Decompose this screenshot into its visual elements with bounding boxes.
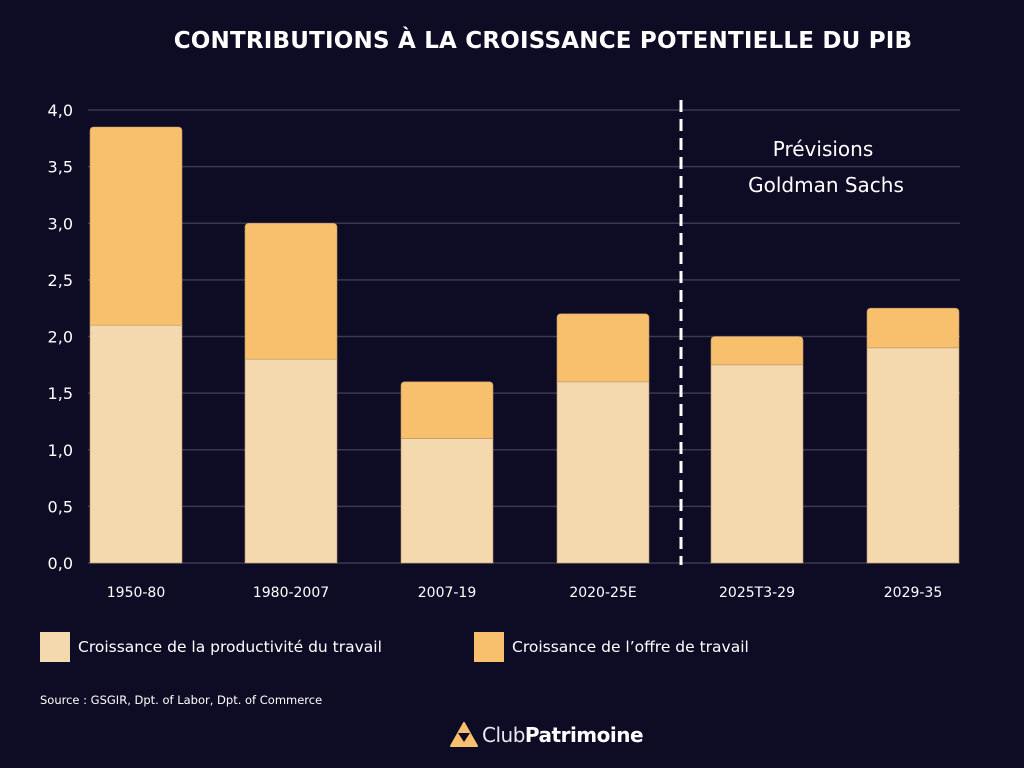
y-tick-label: 2,5 bbox=[48, 271, 73, 290]
bar-segment-labor-supply bbox=[866, 307, 960, 349]
y-tick-label: 4,0 bbox=[48, 101, 73, 120]
triangle-logo-icon bbox=[450, 722, 478, 747]
logo-text-patrimoine: Patrimoine bbox=[524, 723, 644, 747]
bar-stack bbox=[400, 381, 494, 564]
logo: Club Patrimoine bbox=[450, 722, 644, 748]
y-tick-label: 0,0 bbox=[48, 554, 73, 573]
bar-stack bbox=[244, 222, 338, 564]
chart-title: CONTRIBUTIONS À LA CROISSANCE POTENTIELL… bbox=[173, 28, 913, 54]
legend-label-labor-supply: Croissance de l’offre de travail bbox=[512, 638, 749, 656]
y-axis: 0,0 0,5 1,0 1,5 2,0 2,5 3,0 3,5 4,0 bbox=[48, 101, 73, 573]
bar-segment-labor-supply bbox=[710, 336, 804, 366]
bar-segment-labor-supply bbox=[89, 126, 183, 326]
y-tick-label: 1,5 bbox=[48, 384, 73, 403]
bar-stack bbox=[89, 126, 183, 564]
bar-segment-labor-supply bbox=[244, 222, 338, 360]
bar-segment-productivity bbox=[244, 358, 338, 564]
bar-stack bbox=[556, 313, 650, 564]
forecast-annotation-line2: Goldman Sachs bbox=[748, 173, 904, 197]
x-tick-label: 2020-25E bbox=[569, 585, 636, 601]
x-tick-label: 2029-35 bbox=[884, 585, 943, 601]
bar-segment-labor-supply bbox=[556, 313, 650, 383]
bar-stack bbox=[710, 336, 804, 564]
bar-segment-productivity bbox=[866, 347, 960, 564]
legend-swatch-productivity bbox=[40, 632, 70, 662]
bar-segment-productivity bbox=[400, 438, 494, 564]
forecast-annotation-line1: Prévisions bbox=[773, 137, 874, 161]
bar-segment-productivity bbox=[89, 324, 183, 564]
x-tick-label: 2007-19 bbox=[418, 585, 477, 601]
bar-segment-productivity bbox=[556, 381, 650, 564]
legend-label-productivity: Croissance de la productivité du travail bbox=[78, 638, 382, 656]
x-tick-label: 1950-80 bbox=[107, 585, 166, 601]
bars bbox=[89, 126, 960, 564]
legend-item-productivity: Croissance de la productivité du travail bbox=[40, 632, 382, 662]
x-tick-label: 2025T3-29 bbox=[719, 585, 795, 601]
legend-swatch-labor-supply bbox=[474, 632, 504, 662]
bar-segment-labor-supply bbox=[400, 381, 494, 439]
y-tick-label: 1,0 bbox=[48, 441, 73, 460]
y-tick-label: 0,5 bbox=[48, 497, 73, 516]
source-note: Source : GSGIR, Dpt. of Labor, Dpt. of C… bbox=[40, 693, 323, 707]
y-tick-label: 2,0 bbox=[48, 328, 73, 347]
logo-text-club: Club bbox=[482, 723, 525, 747]
bar-segment-productivity bbox=[710, 364, 804, 564]
chart-area: 0,0 0,5 1,0 1,5 2,0 2,5 3,0 3,5 4,0 1950-80 1980-… bbox=[48, 100, 960, 601]
y-tick-label: 3,0 bbox=[48, 214, 73, 233]
x-axis: 1950-80 1980-2007 2007-19 2020-25E 2025T3-29… bbox=[107, 585, 943, 601]
bar-stack bbox=[866, 307, 960, 564]
y-tick-label: 3,5 bbox=[48, 158, 73, 177]
gridlines bbox=[88, 109, 960, 564]
legend-item-labor-supply: Croissance de l’offre de travail bbox=[474, 632, 749, 662]
x-tick-label: 1980-2007 bbox=[253, 585, 329, 601]
